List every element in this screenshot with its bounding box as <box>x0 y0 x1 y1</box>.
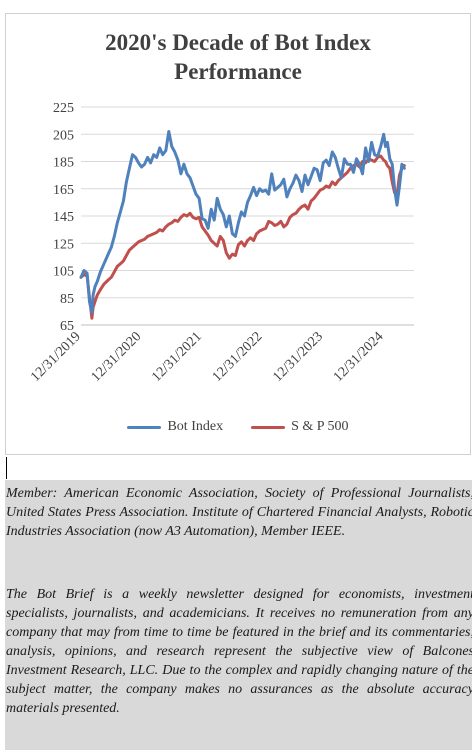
legend-item-sp500: S & P 500 <box>251 419 349 435</box>
y-tick-label: 105 <box>53 265 74 280</box>
y-tick-label: 225 <box>53 101 74 116</box>
membership-note: Member: American Economic Association, S… <box>6 486 472 539</box>
legend-swatch-sp500 <box>251 425 286 429</box>
y-tick-label: 165 <box>53 183 74 198</box>
y-tick-label: 145 <box>53 210 74 225</box>
chart-title-line-1: 2020's Decade of Bot Index <box>105 30 371 55</box>
legend-label-sp500: S & P 500 <box>291 419 349 434</box>
legend-item-bot-index: Bot Index <box>127 419 223 435</box>
chart-legend: Bot Index S & P 500 <box>6 419 470 435</box>
chart-title-line-2: Performance <box>174 59 302 84</box>
x-tick-label: 12/31/2022 <box>210 329 266 385</box>
text-cursor <box>6 457 7 479</box>
series-line-bot-index <box>79 130 406 315</box>
y-tick-label: 85 <box>60 292 74 307</box>
y-tick-label: 125 <box>53 237 74 252</box>
note-box <box>5 480 472 750</box>
disclaimer-note: The Bot Brief is a weekly newsletter des… <box>6 587 472 716</box>
chart-frame: 2020's Decade of Bot Index Performance 2… <box>5 13 471 455</box>
y-tick-label: 65 <box>60 319 74 334</box>
legend-label-bot-index: Bot Index <box>167 419 224 434</box>
legend-swatch-bot-index <box>127 425 162 429</box>
x-tick-label: 12/31/2024 <box>331 329 387 385</box>
x-tick-label: 12/31/2021 <box>149 329 205 385</box>
x-tick-label: 12/31/2023 <box>270 329 326 385</box>
x-tick-label: 12/31/2019 <box>28 329 84 385</box>
series-line-sp500 <box>79 154 406 320</box>
chart-title: 2020's Decade of Bot Index Performance <box>6 28 470 86</box>
y-tick-label: 205 <box>53 128 74 143</box>
y-tick-label: 185 <box>53 156 74 171</box>
x-tick-label: 12/31/2020 <box>89 329 145 385</box>
